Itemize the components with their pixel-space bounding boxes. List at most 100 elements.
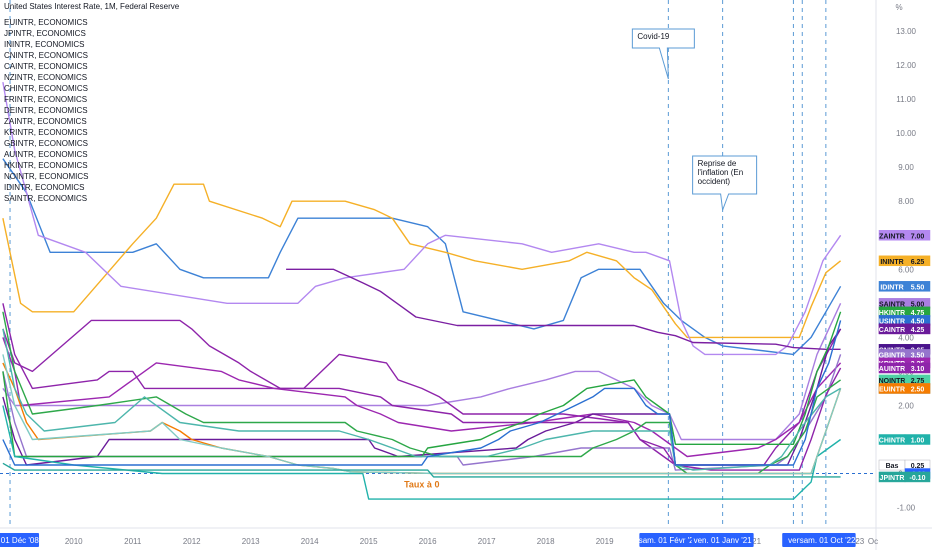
inflation-annotation-text: occident) bbox=[698, 177, 731, 186]
x-highlight-text: sam. 01 Déc '08 bbox=[0, 536, 39, 545]
x-tick-label: 2011 bbox=[124, 537, 142, 546]
price-badge-value: 1.00 bbox=[911, 437, 925, 444]
price-badge-name: EUINTR bbox=[879, 386, 905, 393]
series-line-nointr bbox=[2, 311, 842, 475]
chart-title: United States Interest Rate, 1M, Federal… bbox=[4, 2, 180, 11]
x-highlight-box bbox=[691, 533, 754, 547]
series-line-chintr bbox=[2, 405, 842, 500]
price-badge-name: ZAINTR bbox=[879, 233, 905, 240]
price-badge-value: 4.75 bbox=[911, 310, 925, 317]
inflation-annotation-bubble bbox=[692, 155, 758, 211]
series-line-deintr bbox=[2, 328, 841, 471]
price-badge-value: 0.25 bbox=[911, 463, 925, 470]
legend-item[interactable]: CAINTR, ECONOMICS bbox=[4, 62, 88, 71]
x-highlight-box bbox=[0, 533, 40, 547]
x-highlight-text: sam. 01 Févr '20 bbox=[639, 536, 699, 545]
y-tick-label: 11.00 bbox=[896, 95, 916, 104]
price-badge-value: 7.00 bbox=[911, 233, 925, 240]
series-line-zaintr bbox=[2, 81, 842, 356]
price-badge-name: USINTR bbox=[879, 318, 905, 325]
price-badge-name: JPINTR bbox=[880, 475, 905, 482]
legend-item[interactable]: ZAINTR, ECONOMICS bbox=[4, 117, 87, 126]
legend-item[interactable]: SAINTR, ECONOMICS bbox=[4, 194, 88, 203]
zero-rate-label: Taux à 0 bbox=[404, 480, 439, 490]
covid-annotation-bubble bbox=[631, 28, 695, 80]
legend-item[interactable]: IDINTR, ECONOMICS bbox=[4, 183, 85, 192]
price-badge-name: HKINTR bbox=[879, 310, 905, 317]
series-line-jpintr bbox=[2, 462, 841, 478]
series-line-frintr bbox=[2, 354, 842, 475]
price-badge-name: GBINTR bbox=[879, 352, 906, 359]
x-highlight-label: sam. 01 Févr '20 bbox=[639, 533, 699, 547]
price-badge-value-box bbox=[904, 362, 931, 374]
price-badge-value: 2.75 bbox=[911, 378, 925, 385]
legend-item[interactable]: GBINTR, ECONOMICS bbox=[4, 139, 89, 148]
x-tick-label: 2018 bbox=[537, 537, 555, 546]
series-line-auintr bbox=[2, 319, 842, 471]
legend-item[interactable]: FRINTR, ECONOMICS bbox=[4, 95, 88, 104]
x-highlight-box bbox=[799, 533, 856, 547]
x-tick-label: 2014 bbox=[301, 537, 319, 546]
price-badge: AUINTR 3.10 bbox=[878, 362, 931, 374]
annotation-layer: Covid-19 Reprise del'inflation (Enocciden… bbox=[404, 28, 758, 490]
x-tick-label: 2023 bbox=[846, 537, 864, 546]
x-tick-label: 2019 bbox=[596, 537, 614, 546]
price-badge-value: 3.10 bbox=[911, 366, 925, 373]
legend-item[interactable]: JPINTR, ECONOMICS bbox=[4, 29, 86, 38]
price-badge-value-box bbox=[904, 323, 931, 335]
series-line-cnintr bbox=[286, 268, 841, 350]
price-badge-value: 2.50 bbox=[911, 386, 925, 393]
y-tick-label: 12.00 bbox=[896, 61, 917, 70]
price-badge: CHINTR 1.00 bbox=[878, 434, 931, 445]
legend-item[interactable]: NZINTR, ECONOMICS bbox=[4, 73, 88, 82]
y-axis-unit: % bbox=[895, 3, 902, 12]
x-highlight-text: ven. 01 Janv '21 bbox=[694, 536, 753, 545]
price-badge-value: 5.50 bbox=[911, 284, 925, 291]
legend-item[interactable]: EUINTR, ECONOMICS bbox=[4, 18, 88, 27]
y-tick-label: 2.00 bbox=[898, 401, 914, 410]
price-badge: JPINTR -0.10 bbox=[878, 471, 931, 483]
inflation-annotation-text: l'inflation (En bbox=[698, 168, 744, 177]
x-tick-label: 2015 bbox=[360, 537, 378, 546]
y-tick-label: 9.00 bbox=[898, 163, 914, 172]
x-highlight-box bbox=[639, 533, 698, 547]
price-badge-value-box bbox=[904, 255, 931, 267]
price-badge-value-box bbox=[904, 434, 931, 445]
covid-annotation-text: Covid-19 bbox=[637, 32, 670, 41]
series-line-saintr bbox=[2, 303, 842, 441]
price-badge-value-box bbox=[904, 281, 931, 292]
y-tick-label: 4.00 bbox=[898, 333, 914, 342]
price-badge-value: 6.25 bbox=[911, 259, 925, 266]
price-badge-value: 3.50 bbox=[911, 352, 925, 359]
y-tick-label: -1.00 bbox=[897, 504, 916, 513]
legend-item[interactable]: HKINTR, ECONOMICS bbox=[4, 161, 88, 170]
price-badge-name: IDINTR bbox=[880, 284, 903, 291]
y-tick-label: 8.00 bbox=[898, 197, 914, 206]
x-tick-label: 2012 bbox=[183, 537, 201, 546]
legend-item[interactable]: CNINTR, ECONOMICS bbox=[4, 51, 88, 60]
legend-item[interactable]: DEINTR, ECONOMICS bbox=[4, 106, 88, 115]
x-highlight-label: ven. 01 Janv '21 bbox=[691, 533, 754, 547]
price-badge-name: CHINTR bbox=[879, 437, 905, 444]
price-badge-value: -0.10 bbox=[910, 475, 926, 482]
price-badge-value-box bbox=[904, 383, 931, 394]
x-axis[interactable]: 2010 2011 2012 2013 2014 2015 2016 2017 2018 2019… bbox=[0, 533, 878, 547]
price-badge-value-box bbox=[904, 471, 931, 483]
legend-item[interactable]: CHINTR, ECONOMICS bbox=[4, 84, 88, 93]
legend-item[interactable]: AUINTR, ECONOMICS bbox=[4, 150, 88, 159]
price-badge-name: Bas bbox=[886, 463, 899, 470]
series-line-krintr bbox=[2, 337, 842, 458]
event-lines bbox=[0, 0, 876, 528]
x-tick-label: 2010 bbox=[65, 537, 83, 546]
legend-item[interactable]: ININTR, ECONOMICS bbox=[4, 40, 85, 49]
price-badge: CAINTR 4.25 bbox=[878, 323, 931, 335]
x-tick-label: 2017 bbox=[478, 537, 496, 546]
legend-item[interactable]: NOINTR, ECONOMICS bbox=[4, 172, 89, 181]
x-highlight-label: sam. 01 Déc '08 bbox=[0, 533, 39, 547]
price-badge-name: SAINTR bbox=[879, 301, 905, 308]
price-badge: ININTR 6.25 bbox=[878, 255, 931, 267]
legend-item[interactable]: KRINTR, ECONOMICS bbox=[4, 128, 88, 137]
